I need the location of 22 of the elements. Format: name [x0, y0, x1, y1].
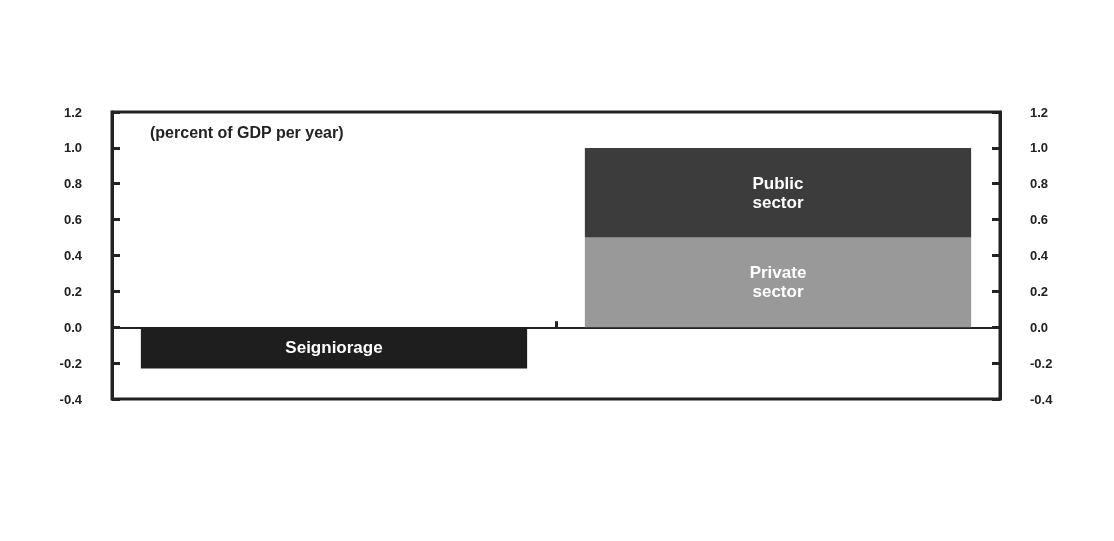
y-tick-label: 0.4 — [63, 248, 83, 263]
y2-tick-label: 0.6 — [1030, 212, 1049, 228]
series-label: Public sector — [752, 173, 804, 212]
y2-tick-label: 0.4 — [1030, 248, 1049, 263]
y2-tick-label: 1.0 — [1030, 140, 1049, 156]
y-tick-label: 1.2 — [63, 104, 82, 120]
y2-tick-label: 1.2 — [1030, 104, 1049, 120]
y2-tick-label: 0.8 — [1030, 176, 1049, 192]
y-tick-label: 0.2 — [63, 283, 82, 299]
y-tick-label: 1.0 — [63, 140, 82, 156]
y2-tick-label: -0.2 — [1030, 355, 1053, 371]
y2-tick-label: 0.2 — [1030, 283, 1049, 299]
y-axis-title: (percent of GDP per year) — [150, 123, 344, 141]
y-tick-label: -0.4 — [59, 391, 83, 407]
y-tick-label: 0.6 — [63, 212, 82, 228]
y2-tick-label: 0.0 — [1030, 319, 1049, 335]
series-label: Private sector — [749, 263, 807, 302]
y-tick-label: -0.2 — [59, 355, 82, 371]
series-label: Seigniorage — [285, 338, 383, 358]
y-tick-label: 0.0 — [63, 319, 82, 335]
y-tick-label: 0.8 — [63, 176, 82, 192]
y2-tick-label: -0.4 — [1030, 391, 1054, 407]
